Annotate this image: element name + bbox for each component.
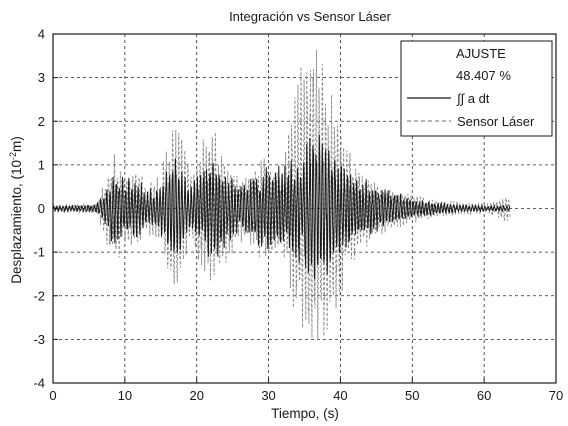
y-axis-label-tail: m) xyxy=(9,136,24,152)
y-axis-label: Desplazamiento, (10-2m) xyxy=(8,136,24,284)
x-tick-label: 10 xyxy=(118,388,132,403)
y-tick-label: 2 xyxy=(38,114,45,129)
y-axis-label-exponent: -2 xyxy=(8,152,18,160)
x-tick-label: 30 xyxy=(261,388,275,403)
chart-title: Integración vs Sensor Láser xyxy=(229,9,392,24)
legend-box xyxy=(400,40,553,137)
y-tick-label: 4 xyxy=(38,27,45,42)
y-tick-label: -3 xyxy=(33,332,45,347)
y-tick-label: -1 xyxy=(33,245,45,260)
x-tick-label: 40 xyxy=(333,388,347,403)
y-tick-label: 0 xyxy=(38,201,45,216)
legend-fit-value: 48.407 % xyxy=(456,68,511,83)
legend-label-integrated: ∫∫ a dt xyxy=(456,91,490,106)
x-tick-label: 60 xyxy=(477,388,491,403)
y-tick-label: 3 xyxy=(38,70,45,85)
y-tick-label: 1 xyxy=(38,157,45,172)
legend-label-sensor: Sensor Láser xyxy=(457,114,535,129)
legend: AJUSTE 48.407 % ∫∫ a dt Sensor Láser xyxy=(400,40,553,137)
x-tick-label: 0 xyxy=(49,388,56,403)
axis-ticks: 0 10 20 30 40 50 60 70 -4 -3 -2 -1 0 1 2 3 4 xyxy=(33,27,563,404)
y-tick-label: -4 xyxy=(33,376,45,391)
x-tick-label: 70 xyxy=(549,388,563,403)
x-tick-label: 50 xyxy=(405,388,419,403)
series-layer xyxy=(52,50,511,340)
x-axis-label: Tiempo, (s) xyxy=(271,406,339,421)
series-integrated xyxy=(52,134,511,280)
y-tick-label: -2 xyxy=(33,288,45,303)
y-axis-label-main: Desplazamiento, (10 xyxy=(9,160,24,284)
legend-title: AJUSTE xyxy=(456,46,506,61)
x-tick-label: 20 xyxy=(189,388,203,403)
